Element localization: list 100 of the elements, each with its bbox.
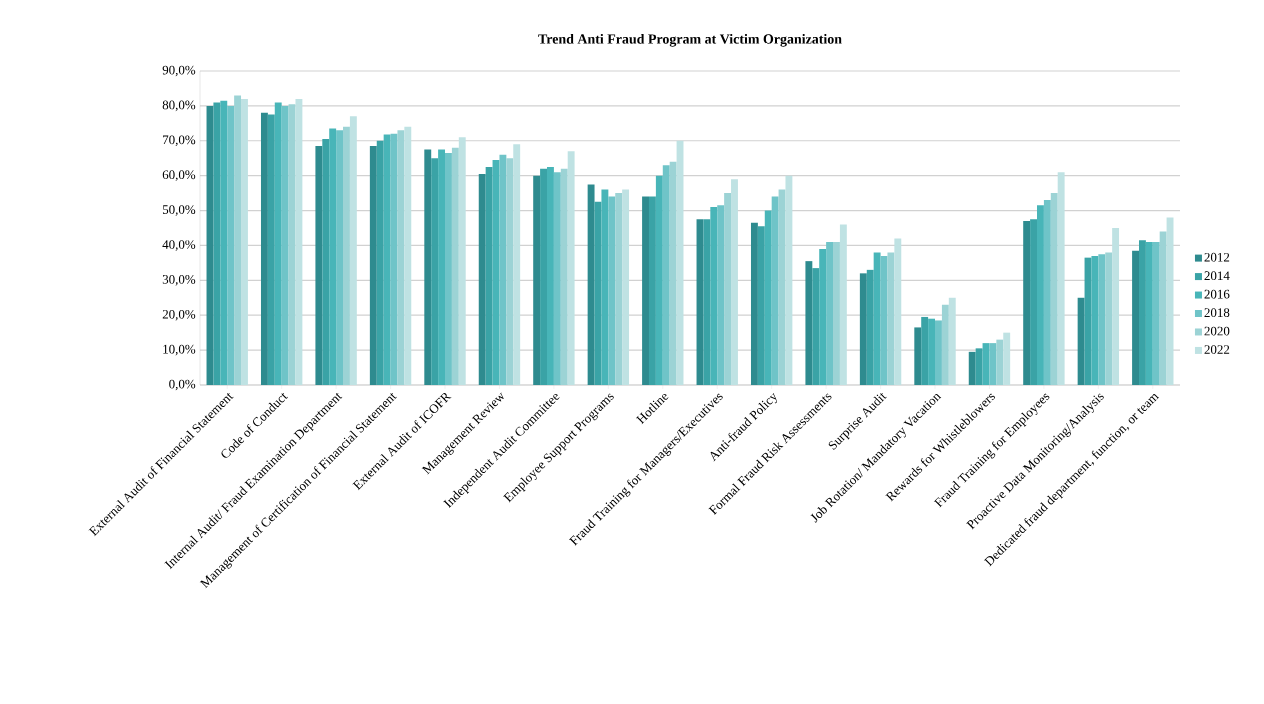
- bar: [547, 166, 554, 385]
- bar: [975, 348, 983, 385]
- bar: [717, 205, 725, 385]
- bar: [553, 172, 561, 385]
- bar: [996, 339, 1004, 385]
- bar: [1138, 240, 1146, 385]
- bar: [567, 151, 575, 385]
- bar: [608, 196, 616, 385]
- bar: [819, 248, 827, 385]
- bar: [1037, 205, 1044, 385]
- bar: [812, 268, 820, 385]
- bar: [281, 105, 289, 385]
- bar: [928, 318, 936, 385]
- bar: [397, 130, 405, 385]
- bar: [622, 189, 630, 385]
- bar: [295, 98, 303, 385]
- bar: [513, 144, 521, 385]
- bar: [642, 196, 649, 385]
- bar: [213, 102, 221, 385]
- y-tick-label: 50,0%: [162, 205, 196, 216]
- bar: [1057, 172, 1065, 385]
- bar: [655, 175, 663, 385]
- chart-title: Trend Anti Fraud Program at Victim Organization: [538, 33, 842, 47]
- bar: [478, 173, 486, 385]
- bar: [1132, 250, 1139, 385]
- y-tick-label: 60,0%: [162, 170, 196, 181]
- y-tick-label: 40,0%: [162, 240, 196, 251]
- bar: [445, 152, 452, 385]
- bar: [1098, 254, 1106, 385]
- bar: [315, 146, 323, 385]
- legend-label: 2022: [1204, 345, 1230, 354]
- y-tick-label: 20,0%: [162, 309, 196, 321]
- bar: [662, 165, 670, 385]
- bar: [1145, 241, 1153, 385]
- bar: [826, 241, 834, 385]
- bar: [1159, 231, 1167, 385]
- bar: [376, 140, 384, 385]
- legend-label: 2016: [1204, 289, 1230, 299]
- y-tick-label: 30,0%: [162, 275, 196, 286]
- bar: [1043, 200, 1051, 385]
- bar: [648, 196, 656, 385]
- bar: [1091, 255, 1099, 385]
- bar: [560, 168, 568, 385]
- bar: [1077, 297, 1085, 385]
- bar: [499, 154, 507, 385]
- bar: [859, 273, 867, 385]
- bar: [948, 297, 956, 385]
- bar: [1112, 227, 1120, 385]
- bar: [873, 252, 881, 385]
- y-tick-label: 70,0%: [163, 135, 196, 147]
- bar: [914, 327, 922, 385]
- bar: [989, 343, 997, 385]
- bar: [731, 179, 738, 385]
- bar: [322, 139, 330, 385]
- bar: [724, 193, 732, 385]
- bar: [220, 100, 228, 385]
- bar: [234, 95, 242, 385]
- bar: [894, 238, 902, 385]
- bar: [757, 226, 765, 385]
- bar: [805, 261, 813, 385]
- bar: [267, 114, 275, 385]
- y-tick-label: 0,0%: [169, 379, 196, 391]
- bar: [669, 161, 677, 385]
- bar: [274, 102, 282, 385]
- bar: [227, 105, 235, 385]
- bar: [866, 269, 874, 385]
- bar: [703, 219, 711, 385]
- bar: [533, 175, 541, 385]
- bar: [601, 189, 609, 385]
- bar: [587, 184, 595, 385]
- bar: [485, 166, 493, 385]
- bar: [887, 252, 895, 385]
- bar: [506, 158, 514, 385]
- bar: [1050, 193, 1058, 385]
- bar: [383, 134, 391, 385]
- bar: [343, 126, 350, 385]
- bar: [458, 137, 466, 385]
- bar: [404, 126, 412, 385]
- bar: [1152, 241, 1160, 385]
- bar: [750, 222, 758, 385]
- y-tick-label: 90,0%: [162, 65, 196, 77]
- bar: [968, 351, 976, 385]
- bar: [710, 207, 718, 385]
- bar: [540, 168, 547, 385]
- bar: [260, 112, 268, 385]
- legend-label: 2012: [1204, 252, 1230, 262]
- y-tick-label: 10,0%: [163, 344, 196, 356]
- bar: [615, 193, 623, 385]
- bar: [329, 128, 337, 385]
- bar: [771, 196, 779, 385]
- bar: [438, 149, 446, 385]
- bar: [336, 130, 344, 385]
- bar: [451, 147, 459, 385]
- bar: [833, 241, 840, 385]
- legend-label: 2014: [1204, 271, 1230, 281]
- bar: [1003, 332, 1011, 385]
- y-tick-label: 80,0%: [162, 100, 196, 112]
- bar: [431, 158, 439, 385]
- bar: [941, 304, 949, 385]
- legend-label: 2020: [1204, 326, 1230, 336]
